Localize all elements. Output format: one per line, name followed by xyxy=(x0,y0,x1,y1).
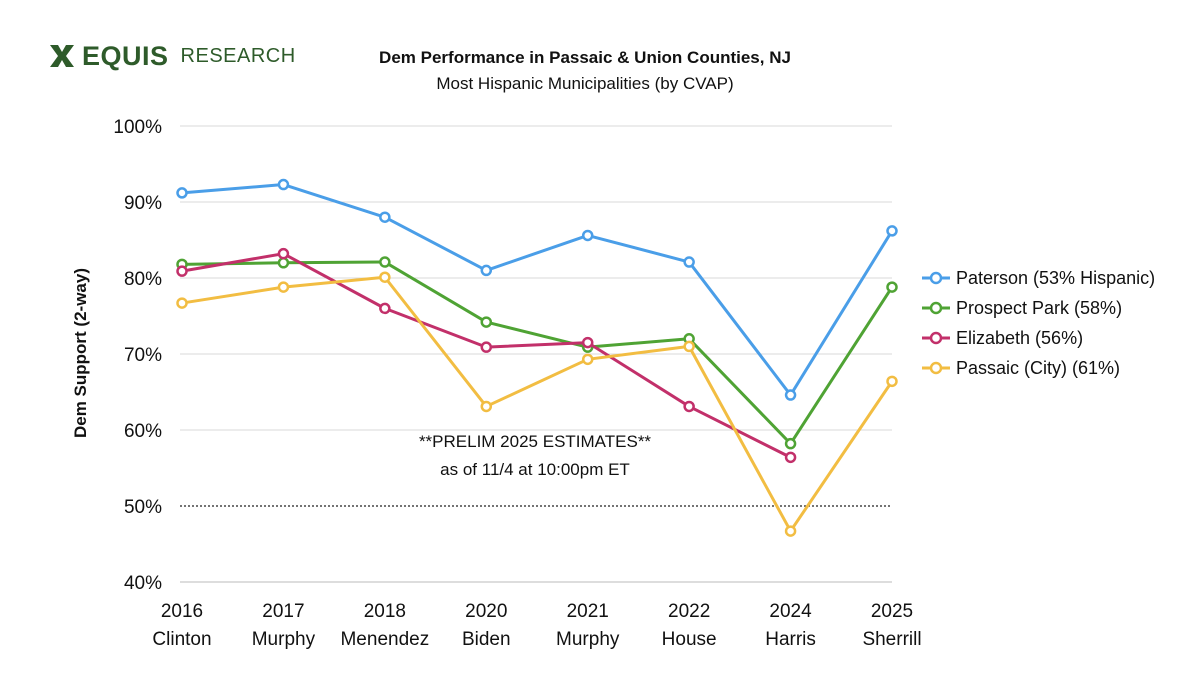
gridlines xyxy=(180,125,892,583)
data-point xyxy=(379,271,391,283)
x-tick-year: 2018 xyxy=(364,601,406,622)
logo-subtitle: RESEARCH xyxy=(180,44,296,67)
chart-subtitle: Most Hispanic Municipalities (by CVAP) xyxy=(436,74,734,93)
y-axis-ticks: 40% 50% 60% 70% 80% 90% 100% xyxy=(113,117,162,594)
annotation-line-2: as of 11/4 at 10:00pm ET xyxy=(440,460,630,479)
x-tick-year: 2017 xyxy=(262,601,304,622)
series-line-3 xyxy=(180,275,894,533)
x-tick-label: Clinton xyxy=(152,629,211,650)
annotation-line-1: **PRELIM 2025 ESTIMATES** xyxy=(419,432,651,451)
data-point xyxy=(480,316,493,328)
data-point xyxy=(784,389,797,401)
y-tick-label: 70% xyxy=(124,345,162,366)
equis-x-icon xyxy=(50,45,74,67)
legend-entry: Prospect Park (58%) xyxy=(956,298,1122,318)
data-point xyxy=(277,178,290,191)
data-point xyxy=(176,265,188,277)
x-tick-label: Murphy xyxy=(556,629,620,650)
x-tick-label: Menendez xyxy=(340,629,429,650)
data-point xyxy=(581,353,594,366)
data-point xyxy=(784,437,797,450)
legend-marker xyxy=(929,331,943,345)
data-point xyxy=(176,187,188,199)
x-tick-year: 2022 xyxy=(668,601,710,622)
x-tick-year: 2020 xyxy=(465,601,507,622)
data-point xyxy=(277,281,290,293)
data-point xyxy=(379,302,391,315)
legend-entry: Passaic (City) (61%) xyxy=(956,358,1120,378)
x-tick-year: 2025 xyxy=(871,601,913,622)
data-point xyxy=(886,225,898,237)
x-tick-label: Harris xyxy=(765,629,816,650)
data-point xyxy=(683,400,695,413)
logo-wordmark: EQUIS xyxy=(82,40,169,71)
x-axis-ticks: 2016 Clinton 2017 Murphy 2018 Menendez 2020 Bid… xyxy=(152,601,921,650)
data-point xyxy=(480,400,493,413)
data-point xyxy=(277,247,290,260)
series-line-0 xyxy=(180,183,894,397)
data-point xyxy=(176,297,188,309)
y-tick-label: 90% xyxy=(124,193,162,214)
y-tick-label: 100% xyxy=(113,117,162,138)
data-point xyxy=(886,281,898,293)
legend-entry: Paterson (53% Hispanic) xyxy=(956,268,1155,288)
x-tick-label: Murphy xyxy=(252,629,316,650)
data-point xyxy=(683,256,695,268)
data-point xyxy=(277,257,290,269)
data-point xyxy=(480,264,493,277)
x-tick-year: 2021 xyxy=(567,601,609,622)
y-tick-label: 60% xyxy=(124,421,162,442)
x-tick-label: Biden xyxy=(462,629,511,650)
data-point xyxy=(581,229,594,242)
legend-marker xyxy=(929,271,943,285)
data-point xyxy=(886,375,898,388)
x-tick-year: 2024 xyxy=(769,601,812,622)
data-point xyxy=(379,256,391,268)
x-tick-label: Sherrill xyxy=(862,629,921,650)
legend: Paterson (53% Hispanic) Prospect Park (58… xyxy=(922,268,1155,378)
y-tick-label: 40% xyxy=(124,573,162,594)
legend-entry: Elizabeth (56%) xyxy=(956,328,1083,348)
data-point xyxy=(784,451,797,464)
y-tick-label: 50% xyxy=(124,497,162,518)
data-point xyxy=(784,525,797,537)
data-point xyxy=(683,340,695,353)
equis-logo: EQUIS RESEARCH xyxy=(48,40,296,72)
legend-marker xyxy=(929,361,943,375)
y-tick-label: 80% xyxy=(124,269,162,290)
data-point xyxy=(581,336,594,349)
x-tick-year: 2016 xyxy=(161,601,203,622)
data-point xyxy=(379,211,391,223)
data-point xyxy=(480,341,493,353)
chart-title: Dem Performance in Passaic & Union Count… xyxy=(379,48,791,67)
series-line-2 xyxy=(180,252,793,459)
series-lines xyxy=(176,178,898,537)
y-axis-label: Dem Support (2-way) xyxy=(71,268,90,438)
x-tick-label: House xyxy=(662,629,717,650)
legend-marker xyxy=(929,301,943,315)
